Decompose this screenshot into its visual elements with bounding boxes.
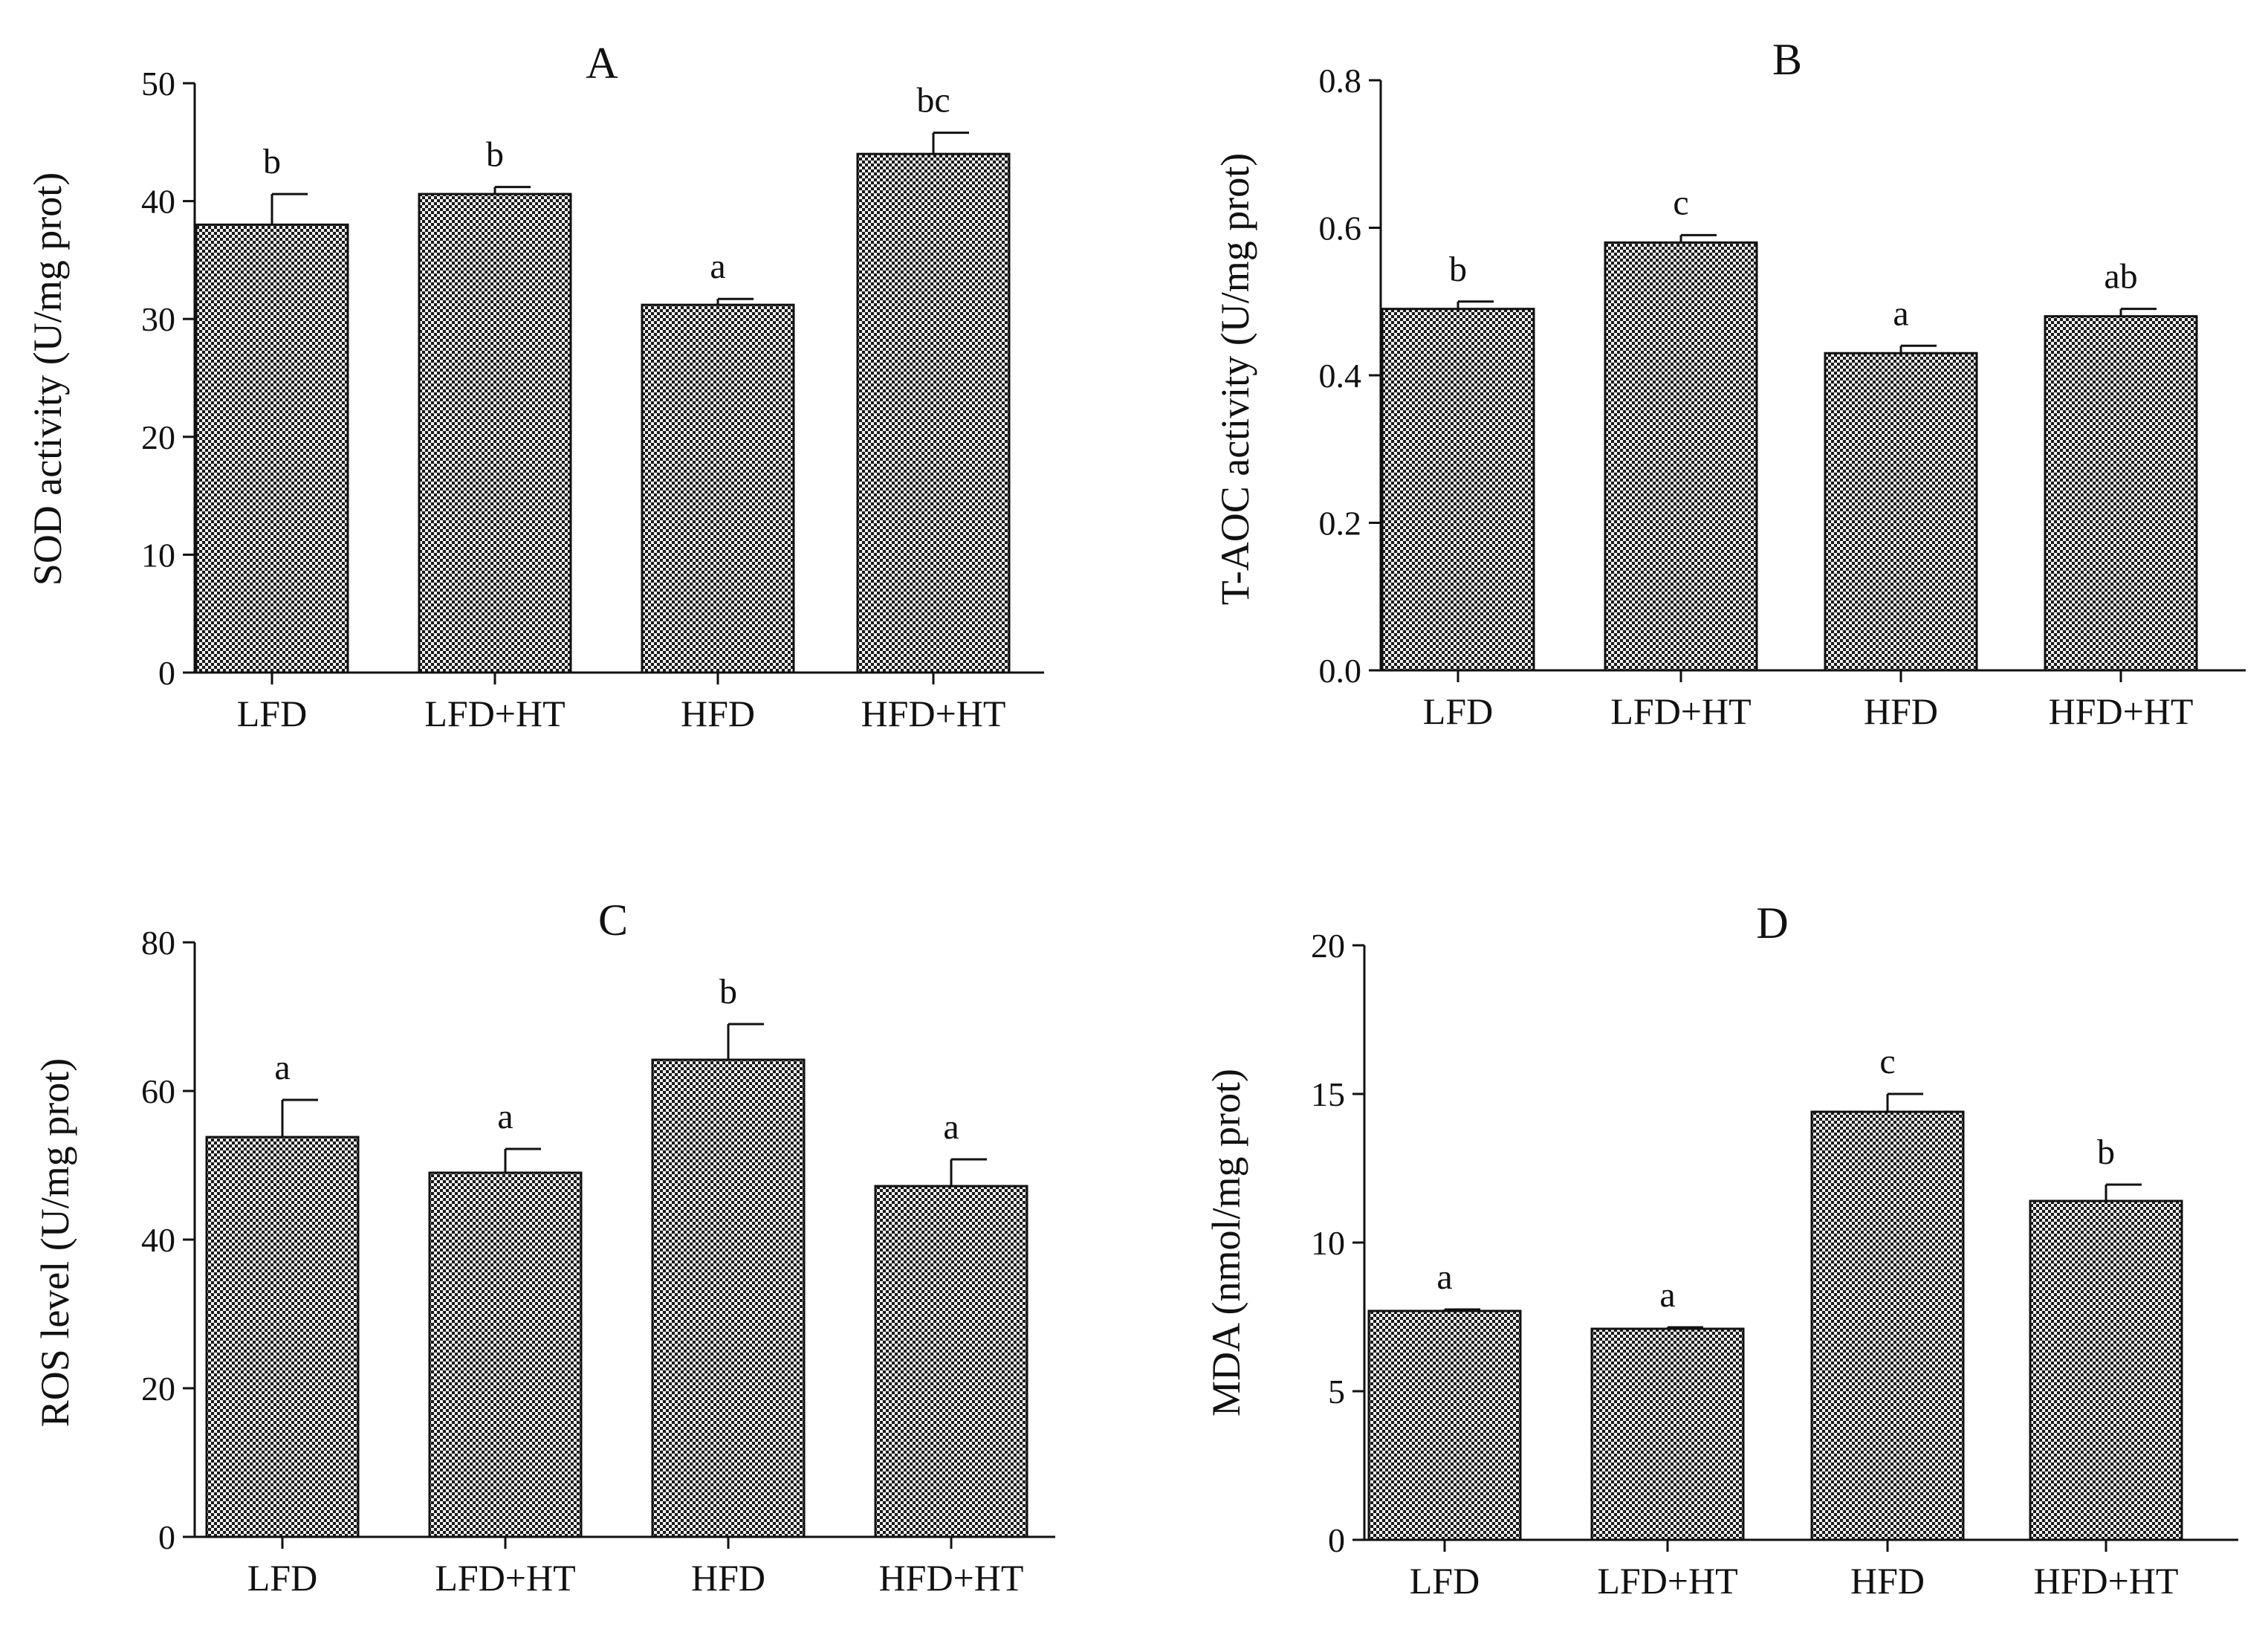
significance-label: c — [1673, 183, 1688, 222]
x-tick-label: HFD+HT — [861, 693, 1006, 734]
bar — [1381, 308, 1535, 672]
y-tick-label: 40 — [141, 183, 175, 221]
bar — [195, 223, 349, 674]
y-tick-label: 40 — [141, 1221, 175, 1259]
x-tick-label: LFD — [247, 1557, 317, 1599]
y-axis-title: T-AOC activity (U/mg prot) — [1213, 153, 1257, 605]
y-tick-label: 20 — [1311, 927, 1345, 965]
panel-title: C — [598, 896, 628, 945]
y-tick-label: 50 — [141, 65, 175, 103]
significance-label: a — [497, 1097, 513, 1136]
bar — [641, 303, 795, 674]
significance-label: bc — [916, 81, 950, 120]
bar — [1367, 1309, 1522, 1541]
chart-panel-c: C ROS level (U/mg prot) a LFD a LFD+HT b HFD a… — [33, 896, 1055, 1599]
panel-title: B — [1772, 35, 1802, 84]
bar — [205, 1136, 360, 1538]
x-tick-label: LFD+HT — [435, 1557, 575, 1599]
bar — [1810, 1110, 1965, 1541]
x-tick-label: LFD+HT — [424, 693, 565, 734]
x-tick-label: LFD — [237, 693, 307, 734]
y-tick-label: 0.4 — [1319, 357, 1362, 395]
chart-panel-b: B T-AOC activity (U/mg prot) b LFD c LFD+HT… — [1213, 35, 2246, 732]
bar — [428, 1171, 583, 1538]
y-axis-title: SOD activity (U/mg prot) — [25, 172, 70, 586]
x-tick-label: HFD — [1864, 690, 1938, 732]
significance-label: b — [1449, 250, 1467, 289]
x-tick-label: LFD+HT — [1610, 690, 1751, 732]
bar — [1824, 352, 1978, 672]
y-tick-label: 0.2 — [1319, 505, 1362, 543]
x-tick-label: HFD+HT — [2034, 1560, 2179, 1602]
bar — [651, 1058, 806, 1538]
x-tick-label: HFD — [681, 693, 755, 734]
significance-label: a — [1893, 294, 1908, 333]
x-tick-label: HFD — [1850, 1560, 1925, 1602]
x-tick-label: HFD — [691, 1557, 765, 1599]
y-tick-label: 20 — [141, 418, 175, 456]
y-tick-label: 20 — [141, 1370, 175, 1408]
bar — [2044, 315, 2198, 672]
significance-label: b — [263, 142, 281, 181]
panel-title: D — [1756, 898, 1788, 948]
y-tick-label: 0.0 — [1319, 652, 1362, 690]
y-tick-label: 80 — [141, 924, 175, 962]
y-axis-title: ROS level (U/mg prot) — [33, 1058, 77, 1427]
chart-panel-d: D MDA (nmol/mg prot) a LFD a LFD+HT c HFD b HFD… — [1204, 898, 2238, 1602]
y-tick-label: 30 — [141, 300, 175, 338]
y-tick-label: 5 — [1328, 1373, 1345, 1411]
y-tick-label: 60 — [141, 1072, 175, 1110]
panel-title: A — [586, 39, 618, 88]
x-tick-label: LFD — [1423, 690, 1493, 732]
y-tick-label: 0.6 — [1319, 210, 1362, 247]
y-tick-label: 10 — [1311, 1224, 1345, 1262]
y-axis-title: MDA (nmol/mg prot) — [1204, 1069, 1248, 1416]
x-tick-label: LFD — [1410, 1560, 1480, 1602]
y-tick-label: 0 — [158, 654, 175, 692]
significance-label: a — [1659, 1275, 1675, 1315]
bar — [874, 1185, 1028, 1538]
significance-label: ab — [2104, 257, 2137, 297]
significance-label: b — [719, 972, 737, 1011]
y-tick-label: 10 — [141, 536, 175, 574]
significance-label: a — [943, 1107, 959, 1147]
bar — [856, 152, 1011, 674]
x-tick-label: HFD+HT — [879, 1557, 1024, 1599]
y-tick-label: 0 — [1328, 1521, 1345, 1559]
y-tick-label: 0 — [158, 1518, 175, 1556]
significance-label: a — [274, 1048, 290, 1087]
significance-label: b — [2097, 1133, 2115, 1172]
bar — [1604, 241, 1758, 672]
chart-panel-a: A SOD activity (U/mg prot) b LFD b LFD+HT a H… — [25, 39, 1044, 734]
y-tick-label: 15 — [1311, 1075, 1345, 1113]
x-tick-label: HFD+HT — [2049, 690, 2194, 732]
significance-label: c — [1879, 1042, 1895, 1081]
significance-label: a — [1436, 1257, 1452, 1297]
bar — [418, 192, 572, 674]
significance-label: b — [486, 135, 504, 175]
bar — [2029, 1199, 2183, 1541]
y-tick-label: 0.8 — [1319, 62, 1362, 100]
significance-label: a — [710, 247, 725, 286]
bar — [1590, 1327, 1745, 1541]
x-tick-label: LFD+HT — [1597, 1560, 1737, 1602]
